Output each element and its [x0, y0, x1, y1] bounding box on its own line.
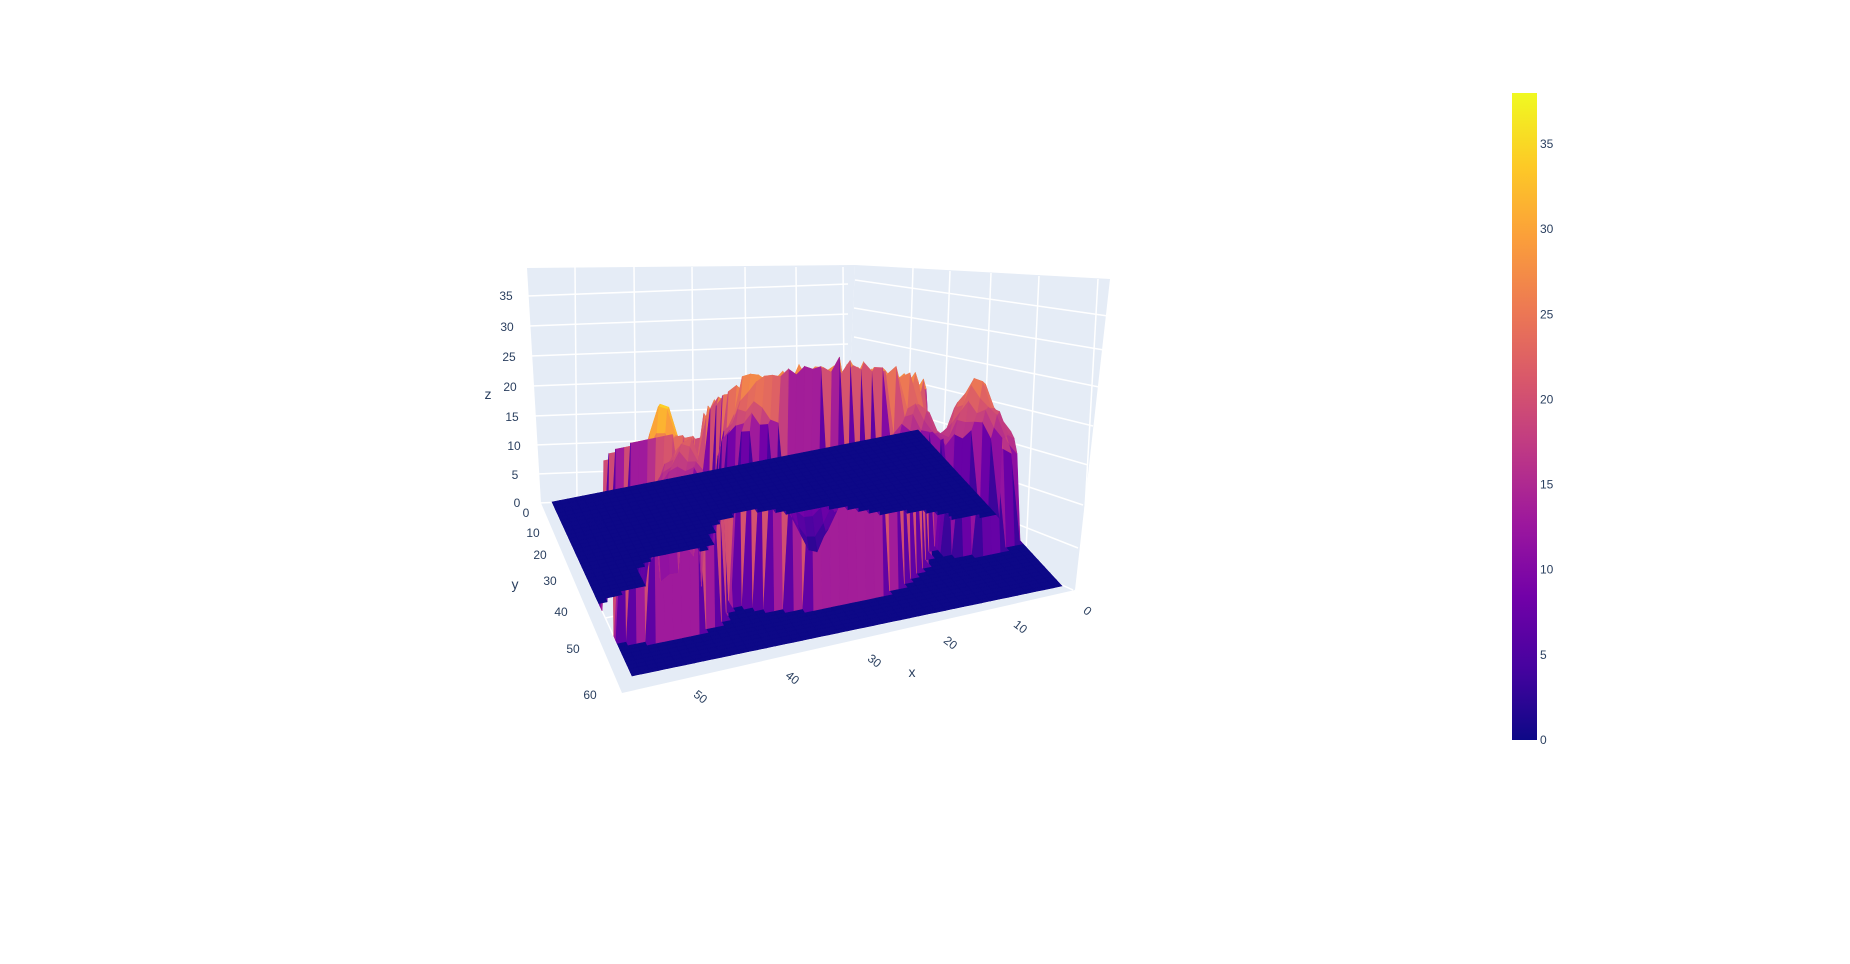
- y-tick-label: 30: [543, 574, 557, 588]
- colorbar-tick-label: 25: [1540, 307, 1554, 321]
- x-tick-label: 30: [865, 651, 884, 670]
- x-tick-label: 40: [783, 668, 802, 687]
- y-tick-label: 20: [533, 548, 547, 562]
- x-tick-label: 50: [691, 687, 710, 706]
- z-tick-label: 20: [503, 380, 517, 394]
- x-axis-title: x: [909, 664, 916, 680]
- grid-line-right-wall: [1079, 278, 1099, 599]
- z-tick-label: 0: [514, 496, 521, 510]
- y-tick-label: 60: [583, 688, 597, 702]
- colorbar-tick-label: 15: [1540, 478, 1554, 492]
- grid-line-z-right: [854, 279, 1109, 317]
- y-tick-label: 10: [526, 526, 540, 540]
- z-tick-label: 30: [500, 320, 514, 334]
- colorbar-tick-label: 0: [1540, 733, 1547, 747]
- grid-line-z-left: [528, 313, 849, 327]
- z-tick-label: 10: [507, 439, 521, 453]
- colorbar-gradient: [1512, 93, 1537, 740]
- z-tick-label: 35: [499, 289, 513, 303]
- x-tick-label: 20: [941, 633, 960, 652]
- colorbar-tick-label: 10: [1540, 563, 1554, 577]
- y-tick-label: 40: [554, 605, 568, 619]
- z-axis-title: z: [485, 386, 492, 402]
- grid-line-left-wall: [574, 266, 578, 501]
- grid-line-z-left: [527, 283, 849, 297]
- axis-titles: z y x: [485, 386, 916, 680]
- grid-line-right-wall: [1024, 275, 1040, 573]
- z-tick-label: 25: [502, 350, 516, 364]
- surface-plot[interactable]: [551, 356, 1063, 677]
- y-tick-label: 50: [566, 642, 580, 656]
- colorbar-tick-label: 5: [1540, 648, 1547, 662]
- colorbar-tick-label: 30: [1540, 222, 1554, 236]
- x-tick-label: 10: [1011, 617, 1030, 636]
- surface-patch: [551, 500, 562, 506]
- y-tick-label: 0: [523, 506, 530, 520]
- z-tick-label: 15: [505, 410, 519, 424]
- grid-line-z-right: [853, 336, 1100, 388]
- grid-line-z-left: [530, 343, 849, 357]
- grid-line-z-right: [853, 307, 1105, 351]
- x-tick-label: 0: [1081, 603, 1095, 618]
- colorbar-tick-label: 35: [1540, 137, 1554, 151]
- y-axis-title: y: [512, 576, 519, 592]
- colorbar-tick-label: 20: [1540, 392, 1554, 406]
- colorbar: 0 5 10 15 20 25 30 35: [1512, 93, 1554, 747]
- z-tick-label: 5: [512, 468, 519, 482]
